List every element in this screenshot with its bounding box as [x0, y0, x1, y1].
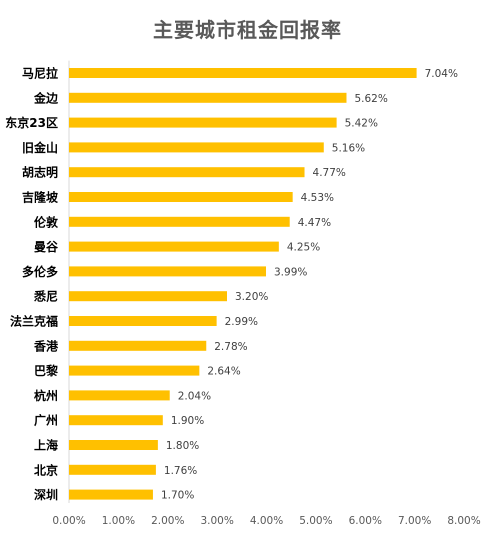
category-label: 深圳 [34, 487, 58, 502]
category-label: 胡志明 [22, 165, 58, 180]
value-label: 2.99% [225, 316, 258, 328]
bar [69, 316, 217, 326]
bar [69, 192, 293, 202]
value-label: 4.25% [287, 242, 320, 254]
x-tick-label: 7.00% [398, 515, 431, 527]
bar [69, 241, 279, 252]
category-label: 杭州 [34, 388, 58, 403]
value-label: 7.04% [425, 68, 458, 80]
value-label: 4.47% [298, 217, 331, 229]
bar [69, 117, 337, 128]
chart-title: 主要城市租金回报率 [153, 18, 342, 42]
category-label: 多伦多 [22, 264, 58, 279]
x-tick-label: 5.00% [299, 515, 332, 527]
bar [69, 440, 158, 450]
x-tick-label: 3.00% [200, 515, 233, 527]
category-label: 香港 [33, 338, 59, 353]
value-label: 1.76% [164, 465, 197, 477]
value-label: 2.64% [207, 366, 240, 378]
category-label: 伦敦 [34, 214, 59, 229]
x-tick-label: 4.00% [250, 515, 283, 527]
bar [69, 266, 267, 277]
x-tick-label: 8.00% [447, 515, 480, 527]
category-label: 旧金山 [22, 140, 58, 155]
bar [69, 365, 200, 376]
category-label: 悉尼 [33, 289, 58, 304]
value-label: 1.90% [171, 415, 204, 427]
category-label: 东京23区 [5, 115, 58, 130]
value-label: 5.62% [354, 93, 387, 105]
value-label: 1.80% [166, 440, 199, 452]
value-label: 5.16% [332, 142, 365, 154]
category-label: 法兰克福 [10, 314, 58, 329]
bar [69, 291, 227, 302]
bar [69, 142, 324, 153]
value-label: 4.77% [313, 167, 346, 179]
category-label: 吉隆坡 [22, 190, 59, 205]
x-tick-label: 0.00% [52, 515, 85, 527]
value-label: 4.53% [301, 192, 334, 204]
bar [69, 216, 290, 227]
value-label: 3.20% [235, 291, 268, 303]
bar [69, 92, 347, 103]
value-label: 3.99% [274, 266, 307, 278]
category-label: 马尼拉 [22, 66, 58, 81]
x-tick-label: 2.00% [151, 515, 184, 527]
value-label: 5.42% [345, 118, 378, 130]
bar [69, 415, 163, 426]
bar [69, 68, 417, 78]
bar [69, 489, 153, 500]
category-label: 广州 [34, 413, 58, 428]
value-label: 1.70% [161, 490, 194, 502]
category-label: 上海 [34, 438, 58, 453]
category-label: 巴黎 [34, 363, 58, 378]
category-label: 曼谷 [34, 239, 59, 254]
value-label: 2.78% [214, 341, 247, 353]
bar [69, 390, 170, 401]
bar [69, 464, 156, 475]
bar [69, 167, 305, 178]
category-label: 金边 [33, 90, 59, 105]
value-label: 2.04% [178, 390, 211, 402]
x-tick-label: 6.00% [349, 515, 382, 527]
bar [69, 340, 207, 351]
category-label: 北京 [34, 462, 58, 477]
x-tick-label: 1.00% [102, 515, 135, 527]
